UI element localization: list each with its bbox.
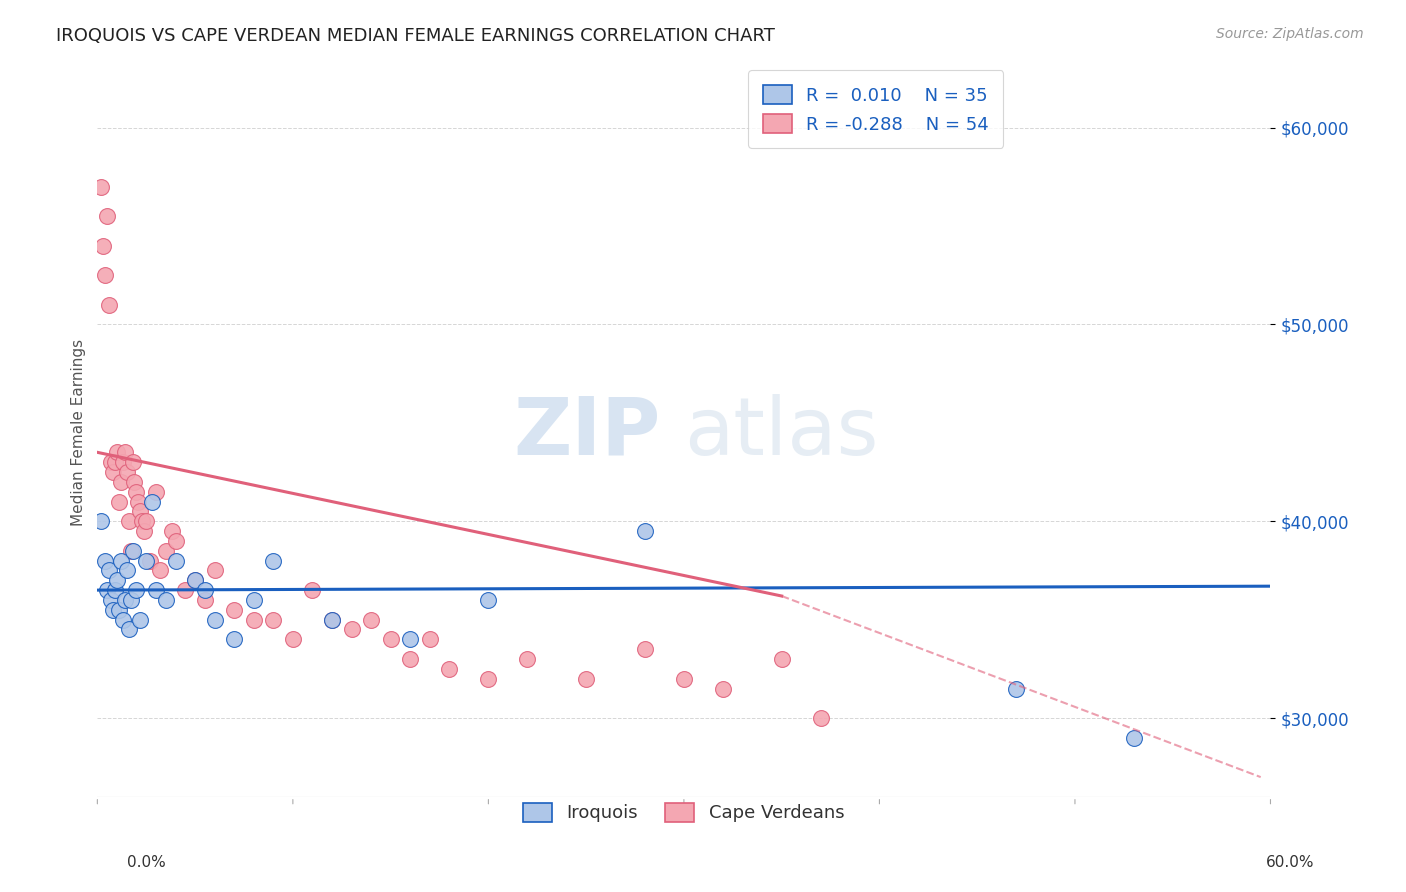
Point [165, 553, 187, 567]
Point [575, 672, 598, 686]
Point [124, 475, 146, 489]
Point [105, 574, 128, 588]
Point [165, 533, 187, 548]
Text: 60.0%: 60.0% [1267, 855, 1315, 870]
Point [439, 662, 461, 676]
Point [111, 455, 134, 469]
Point [321, 613, 343, 627]
Point [105, 445, 128, 459]
Point [399, 632, 422, 647]
Text: 0.0%: 0.0% [127, 855, 166, 870]
Legend: Iroquois, Cape Verdeans: Iroquois, Cape Verdeans [510, 790, 858, 835]
Point [399, 652, 422, 666]
Point [135, 553, 157, 567]
Point [204, 563, 226, 577]
Point [262, 553, 284, 567]
Point [194, 593, 217, 607]
Point [90, 514, 112, 528]
Point [94, 553, 117, 567]
Point [204, 613, 226, 627]
Point [111, 613, 134, 627]
Point [96, 209, 118, 223]
Point [96, 583, 118, 598]
Point [174, 583, 197, 598]
Point [516, 652, 538, 666]
Point [114, 593, 136, 607]
Y-axis label: Median Female Earnings: Median Female Earnings [72, 339, 86, 526]
Point [120, 543, 142, 558]
Point [135, 514, 157, 528]
Text: ZIP: ZIP [513, 393, 661, 472]
Point [184, 574, 207, 588]
Point [117, 623, 139, 637]
Point [224, 603, 246, 617]
Point [160, 524, 183, 538]
Point [1122, 731, 1144, 745]
Point [98, 298, 121, 312]
Point [194, 583, 217, 598]
Point [242, 613, 264, 627]
Point [120, 593, 142, 607]
Point [131, 514, 153, 528]
Point [134, 524, 156, 538]
Point [121, 455, 143, 469]
Point [634, 642, 657, 657]
Point [129, 504, 152, 518]
Point [360, 613, 382, 627]
Point [115, 465, 138, 479]
Point [104, 455, 127, 469]
Point [101, 603, 124, 617]
Point [94, 268, 117, 283]
Point [100, 455, 122, 469]
Point [91, 238, 114, 252]
Point [129, 613, 152, 627]
Point [380, 632, 402, 647]
Point [145, 583, 167, 598]
Text: Source: ZipAtlas.com: Source: ZipAtlas.com [1216, 27, 1364, 41]
Point [242, 593, 264, 607]
Point [114, 445, 136, 459]
Point [141, 494, 163, 508]
Point [184, 574, 207, 588]
Point [117, 514, 139, 528]
Point [115, 563, 138, 577]
Point [321, 613, 343, 627]
Point [127, 494, 149, 508]
Point [262, 613, 284, 627]
Point [155, 593, 177, 607]
Text: IROQUOIS VS CAPE VERDEAN MEDIAN FEMALE EARNINGS CORRELATION CHART: IROQUOIS VS CAPE VERDEAN MEDIAN FEMALE E… [56, 27, 775, 45]
Point [108, 494, 131, 508]
Point [110, 553, 132, 567]
Point [155, 543, 177, 558]
Point [90, 179, 112, 194]
Point [125, 583, 148, 598]
Point [121, 543, 143, 558]
Point [145, 484, 167, 499]
Point [634, 524, 657, 538]
Point [100, 593, 122, 607]
Point [477, 593, 499, 607]
Point [477, 672, 499, 686]
Point [419, 632, 441, 647]
Point [224, 632, 246, 647]
Point [108, 603, 131, 617]
Point [104, 583, 127, 598]
Point [770, 652, 793, 666]
Point [98, 563, 121, 577]
Point [711, 681, 734, 696]
Point [125, 484, 148, 499]
Point [139, 553, 162, 567]
Point [301, 583, 323, 598]
Point [149, 563, 172, 577]
Text: atlas: atlas [683, 393, 879, 472]
Point [101, 465, 124, 479]
Point [1005, 681, 1028, 696]
Point [810, 711, 832, 725]
Point [110, 475, 132, 489]
Point [340, 623, 363, 637]
Point [281, 632, 304, 647]
Point [672, 672, 695, 686]
